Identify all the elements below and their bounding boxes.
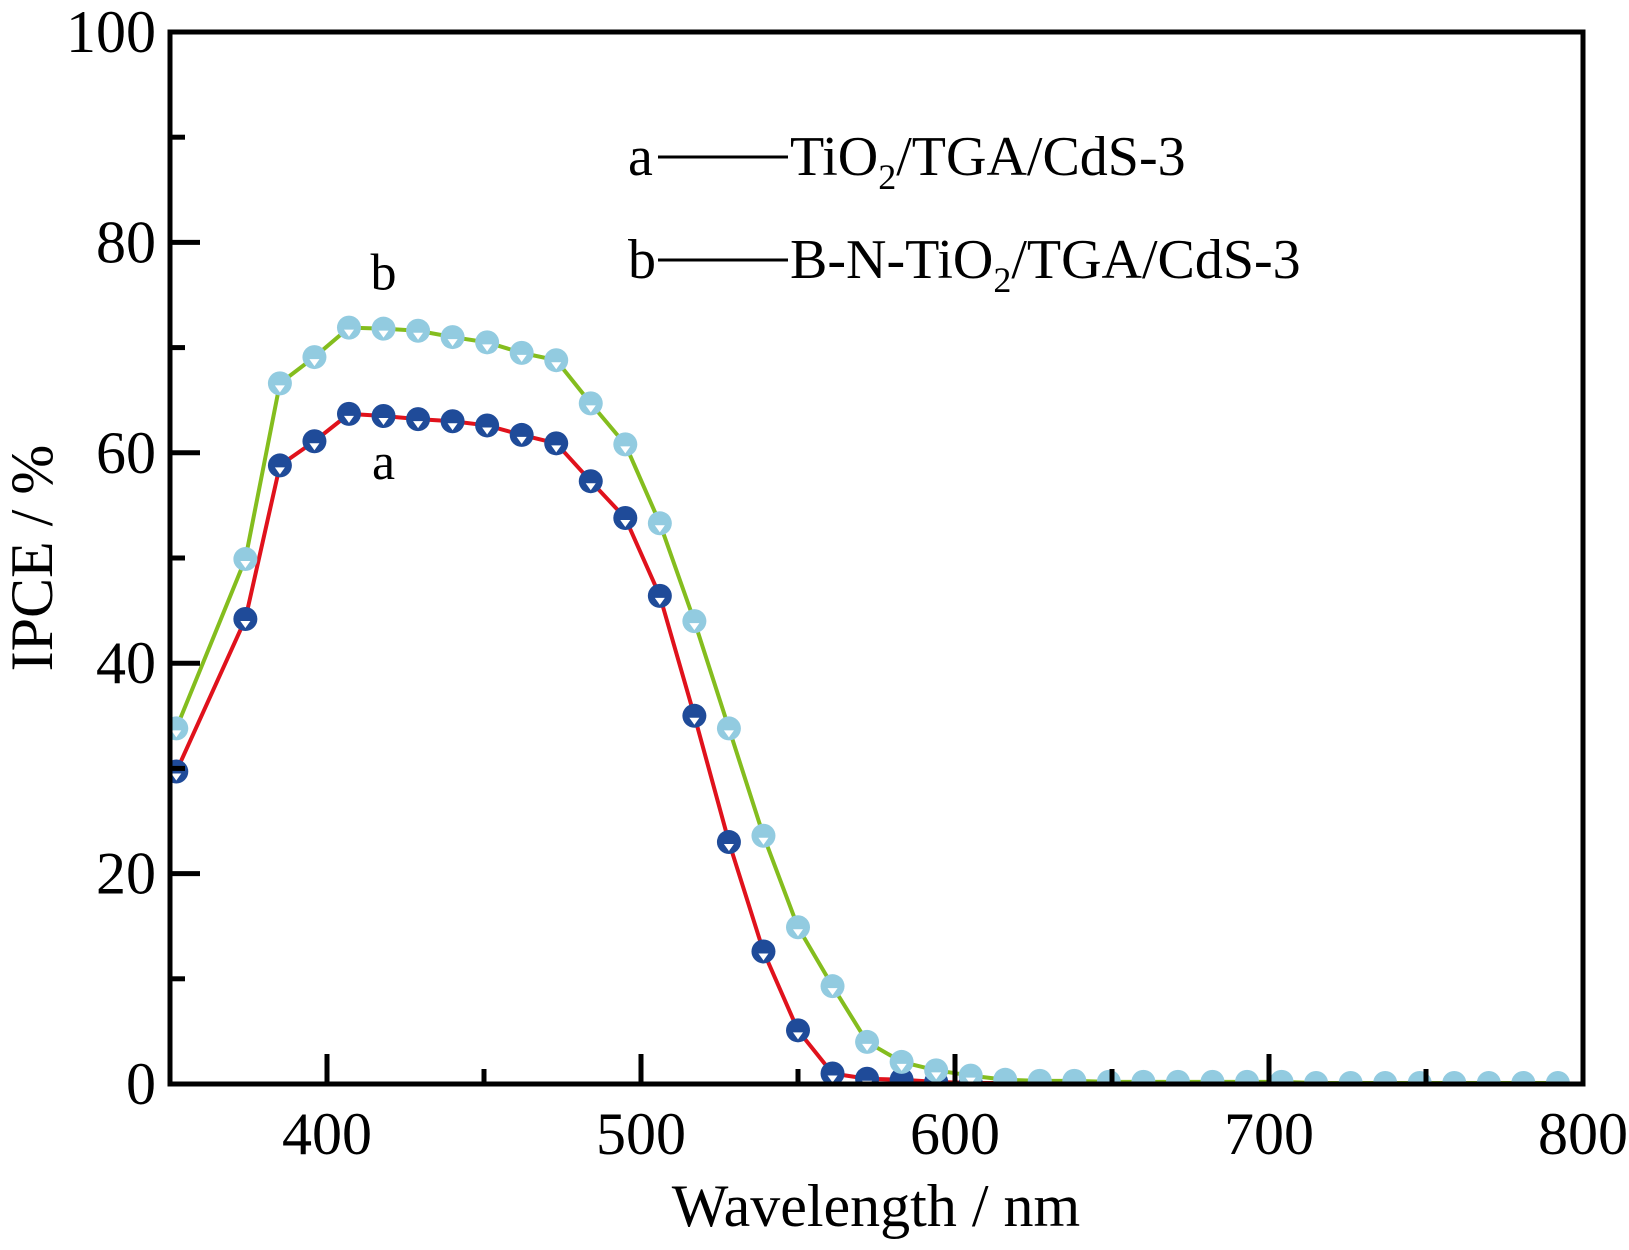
data-point	[233, 547, 258, 572]
data-point	[958, 1063, 983, 1084]
data-point	[233, 607, 258, 632]
data-point	[993, 1067, 1018, 1084]
y-tick-label: 20	[96, 841, 156, 907]
data-point	[716, 830, 741, 855]
legend-label: B-N-TiO2/TGA/CdS-3	[790, 229, 1301, 300]
data-point	[1476, 1070, 1501, 1084]
data-point	[751, 939, 776, 964]
data-point	[302, 429, 327, 454]
data-point	[267, 371, 292, 396]
data-point	[170, 759, 189, 784]
legend-item-a: a TiO2/TGA/CdS-3	[628, 126, 1186, 197]
curve-label-b: b	[371, 245, 397, 302]
y-axis-ticks	[170, 29, 200, 1087]
y-tick-label: 100	[66, 0, 156, 65]
data-point	[647, 583, 672, 608]
data-point	[613, 506, 638, 531]
legend-item-b: b B-N-TiO2/TGA/CdS-3	[628, 229, 1301, 300]
data-point	[820, 1061, 845, 1084]
data-point	[406, 318, 431, 343]
data-point	[924, 1058, 949, 1083]
data-point	[475, 413, 500, 438]
data-point	[170, 716, 189, 741]
data-point	[682, 703, 707, 728]
data-point	[267, 453, 292, 478]
data-point	[613, 432, 638, 457]
data-point	[855, 1029, 880, 1054]
plot-frame	[167, 29, 1586, 1087]
data-point	[544, 348, 569, 373]
data-point	[1338, 1070, 1363, 1084]
data-point	[820, 974, 845, 999]
x-axis-ticks	[324, 1054, 1586, 1084]
data-point	[786, 915, 810, 940]
data-point	[475, 330, 500, 355]
data-point	[1545, 1070, 1570, 1084]
x-tick-label: 800	[1538, 1101, 1628, 1167]
data-point	[1304, 1070, 1329, 1084]
data-point	[578, 391, 603, 416]
data-point	[889, 1049, 914, 1074]
y-tick-label: 60	[96, 420, 156, 486]
data-point	[751, 823, 776, 848]
legend-key: a	[628, 126, 653, 188]
series-layer	[170, 315, 1570, 1084]
x-tick-label: 500	[596, 1101, 686, 1167]
series-a	[170, 401, 1570, 1084]
data-point	[682, 609, 707, 634]
data-point	[578, 469, 603, 494]
x-tick-label: 700	[1224, 1101, 1314, 1167]
data-point	[406, 407, 431, 432]
data-point	[1511, 1070, 1536, 1084]
series-a-line	[174, 411, 1558, 1084]
legend: a TiO2/TGA/CdS-3 b B-N-TiO2/TGA/CdS-3	[628, 126, 1301, 300]
data-point	[1062, 1068, 1087, 1084]
data-point	[336, 315, 361, 340]
x-axis-tick-labels: 400 500 600 700 800	[282, 1101, 1628, 1167]
x-tick-label: 600	[910, 1101, 1000, 1167]
data-point	[855, 1066, 880, 1084]
data-point	[440, 325, 465, 350]
data-point	[1027, 1068, 1052, 1084]
y-tick-label: 0	[126, 1051, 156, 1117]
data-point	[1373, 1070, 1398, 1084]
data-point	[544, 431, 569, 456]
data-point	[371, 316, 396, 341]
data-point	[716, 716, 741, 741]
data-point	[1442, 1070, 1467, 1084]
y-axis-tick-labels: 0 20 40 60 80 100	[66, 0, 156, 1117]
legend-key: b	[628, 229, 656, 291]
data-point	[336, 401, 361, 426]
series-b	[170, 315, 1570, 1084]
y-tick-label: 40	[96, 630, 156, 696]
data-point	[371, 403, 396, 428]
curve-label-a: a	[372, 434, 395, 491]
data-point	[509, 340, 534, 365]
data-point	[647, 511, 672, 536]
legend-label: TiO2/TGA/CdS-3	[790, 126, 1186, 197]
data-point	[302, 345, 327, 370]
data-point	[509, 422, 534, 447]
x-axis-title: Wavelength / nm	[672, 1173, 1080, 1239]
y-axis-title: IPCE / %	[0, 445, 65, 672]
x-tick-label: 400	[282, 1101, 372, 1167]
curve-annotations: ba	[371, 245, 397, 491]
y-tick-label: 80	[96, 209, 156, 275]
data-point	[786, 1018, 810, 1043]
data-point	[440, 409, 465, 434]
